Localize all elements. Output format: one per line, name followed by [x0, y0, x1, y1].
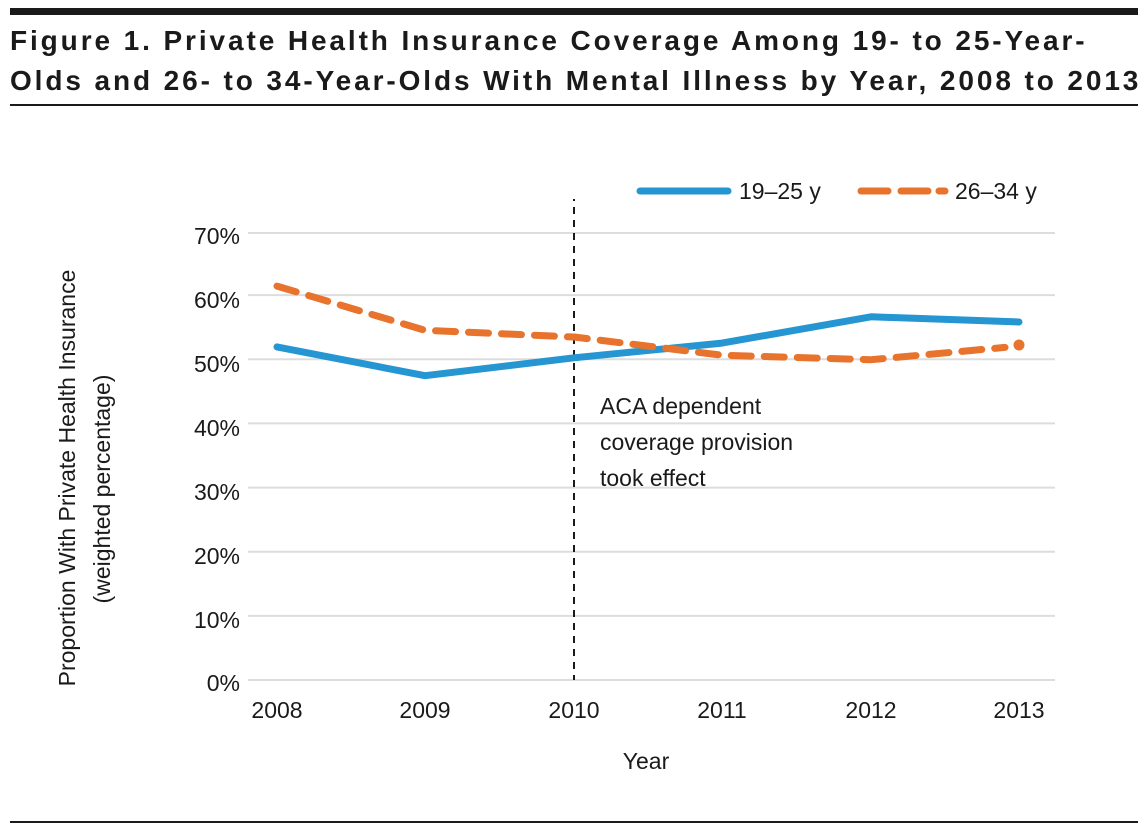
svg-text:26–34 y: 26–34 y: [955, 178, 1037, 204]
svg-text:19–25 y: 19–25 y: [739, 178, 821, 204]
